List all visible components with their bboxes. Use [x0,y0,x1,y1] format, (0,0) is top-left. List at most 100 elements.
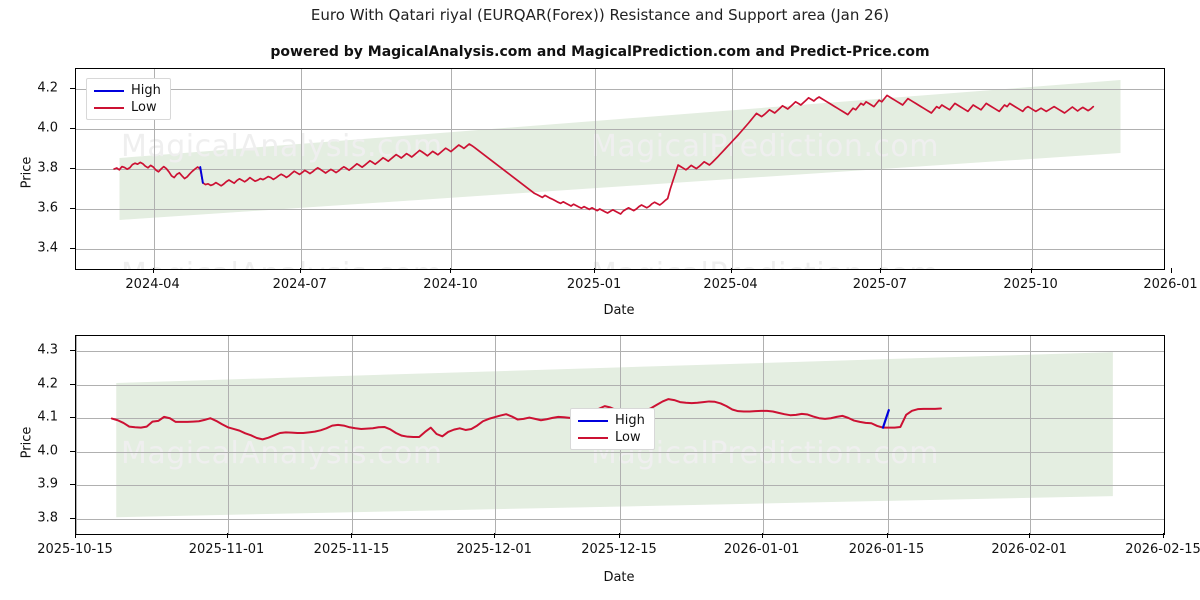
gridline-horizontal [76,129,1164,130]
x-axis-tick-label: 2026-02-15 [1125,542,1200,557]
x-axis-tick-mark [1163,533,1164,538]
y-axis-tick-label: 4.3 [37,342,58,358]
y-axis-tick-label: 4.0 [37,443,58,459]
y-axis-tick-label: 3.8 [37,510,58,526]
gridline-vertical [1032,69,1033,269]
legend-row-low: Low [94,101,161,114]
x-axis-tick-mark [450,268,452,273]
legend-row-high: High [578,414,645,427]
x-axis-tick-mark [1030,268,1032,273]
x-axis-tick-label: 2024-04 [125,277,180,292]
y-axis-tick-label: 4.0 [37,120,58,136]
bottom-chart-panel: Price MagicalAnalysis.com MagicalPredicti… [0,320,1200,600]
low-line-swatch [578,436,608,439]
gridline-vertical [888,336,889,534]
y-axis-tick-mark [70,88,75,89]
x-axis-tick-mark [351,533,353,538]
x-axis-tick-label: 2025-04 [703,277,758,292]
x-axis-tick-label: 2025-12-01 [456,542,532,557]
gridline-vertical [763,336,764,534]
x-axis-tick-label: 2025-01 [566,277,622,292]
low-series-line [110,398,942,441]
gridline-vertical [451,69,452,269]
gridline-vertical [301,69,302,269]
x-axis-tick-label: 2025-10 [1003,277,1058,292]
y-axis-tick-label: 4.2 [37,80,58,96]
x-axis-tick-label: 2026-02-01 [991,542,1067,557]
gridline-vertical [881,69,882,269]
top-x-axis-title: Date [603,303,635,318]
y-axis-tick-label: 3.9 [37,476,58,492]
x-axis-tick-label: 2026-01 [1143,277,1198,292]
high-line-swatch [94,89,124,92]
x-axis-tick-mark [1029,533,1031,538]
x-axis-tick-label: 2025-11-01 [188,542,265,557]
low-line-swatch [94,106,124,109]
legend-label-high: High [131,83,161,98]
gridline-vertical [495,336,496,534]
bottom-legend: High Low [570,408,655,450]
x-axis-tick-mark [730,268,732,273]
x-axis-tick-mark [152,268,154,273]
support-resistance-band [119,80,1121,220]
page-subtitle: powered by MagicalAnalysis.com and Magic… [270,44,930,60]
top-plot-area: MagicalAnalysis.com MagicalPrediction.com… [75,68,1165,270]
y-axis-tick-mark [70,450,75,452]
y-axis-tick-label: 3.6 [37,200,58,216]
x-axis-tick-mark [226,533,228,538]
legend-label-low: Low [615,430,641,445]
x-axis-tick-mark [1170,268,1172,273]
y-axis-tick-mark [70,248,75,249]
legend-label-low: Low [131,100,157,115]
y-axis-tick-mark [70,484,75,486]
gridline-vertical [76,336,77,534]
top-chart-panel: Price MagicalAnalysis.com MagicalPredicti… [20,68,1198,318]
low-series-line [113,94,1095,215]
y-axis-tick-mark [70,128,75,129]
legend-row-low: Low [578,431,645,444]
x-axis-tick-mark [299,268,301,273]
y-axis-tick-label: 3.8 [37,160,58,176]
gridline-vertical [732,69,733,269]
gridline-horizontal [76,249,1164,250]
high-line-swatch [578,419,608,422]
x-axis-tick-label: 2025-07 [852,277,908,292]
bottom-x-axis-title: Date [603,570,635,585]
high-series-line [199,166,204,184]
gridline-vertical [1164,336,1165,534]
y-axis-tick-mark [70,350,75,352]
high-series-line [881,409,890,429]
legend-row-high: High [94,84,161,97]
y-axis-tick-mark [70,168,75,169]
gridline-vertical [228,336,229,534]
series-layer [110,398,942,441]
x-axis-tick-mark [886,533,888,538]
gridline-vertical [595,69,596,269]
x-axis-tick-label: 2025-11-15 [313,542,390,557]
y-axis-tick-label: 3.4 [37,240,58,256]
x-axis-tick-mark [594,268,596,273]
x-axis-tick-mark [75,533,76,538]
x-axis-tick-mark [494,533,496,538]
y-axis-tick-label: 4.1 [37,409,58,425]
gridline-horizontal [76,169,1164,170]
x-axis-tick-mark [879,268,881,273]
legend-label-high: High [615,413,645,428]
y-axis-tick-mark [70,517,75,519]
x-axis-tick-label: 2026-01-01 [723,542,800,557]
top-legend: High Low [86,78,171,120]
x-axis-tick-mark [761,533,763,538]
x-axis-tick-mark [619,533,620,538]
x-axis-tick-label: 2026-01-15 [848,542,925,557]
gridline-horizontal [76,89,1164,90]
x-axis-tick-label: 2024-10 [423,277,478,292]
x-axis-tick-label: 2025-10-15 [37,542,113,557]
y-axis-tick-mark [70,383,75,385]
y-axis-tick-mark [70,208,75,209]
x-axis-tick-label: 2024-07 [272,277,327,292]
y-axis-tick-label: 4.2 [37,376,58,392]
y-axis-tick-mark [70,417,75,419]
x-axis-tick-label: 2025-12-15 [581,542,657,557]
gridline-vertical [1030,336,1031,534]
